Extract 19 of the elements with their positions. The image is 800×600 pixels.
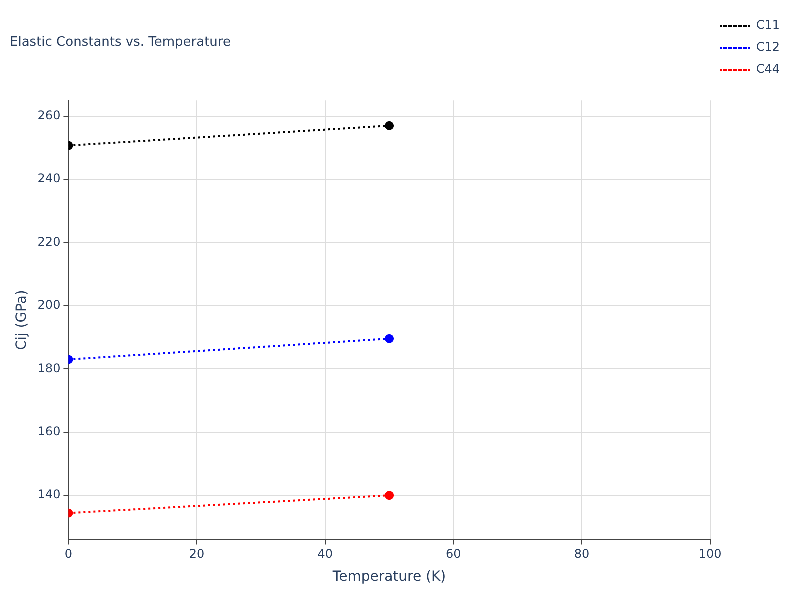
legend-label: C44 — [756, 62, 780, 76]
legend-label: C11 — [756, 18, 780, 32]
x-tick-label: 40 — [318, 547, 334, 562]
y-tick-label: 260 — [38, 108, 61, 123]
x-tick-label: 60 — [446, 547, 462, 562]
y-axis-title: Cij (GPa) — [14, 290, 30, 350]
y-tick-label: 160 — [38, 424, 61, 438]
y-tick-label: 240 — [38, 172, 61, 186]
x-tick-label: 0 — [64, 547, 73, 562]
chart-title: Elastic Constants vs. Temperature — [10, 35, 231, 50]
y-tick-label: 140 — [38, 488, 61, 502]
x-tick-label: 100 — [698, 547, 722, 562]
x-tick-label: 20 — [189, 547, 205, 562]
y-tick-label: 220 — [38, 234, 61, 249]
y-tick-label: 180 — [38, 361, 61, 376]
legend-label: C12 — [756, 40, 780, 54]
y-tick-label: 200 — [38, 298, 61, 312]
x-tick-label: 80 — [574, 547, 590, 562]
x-axis-title: Temperature (K) — [332, 569, 446, 586]
